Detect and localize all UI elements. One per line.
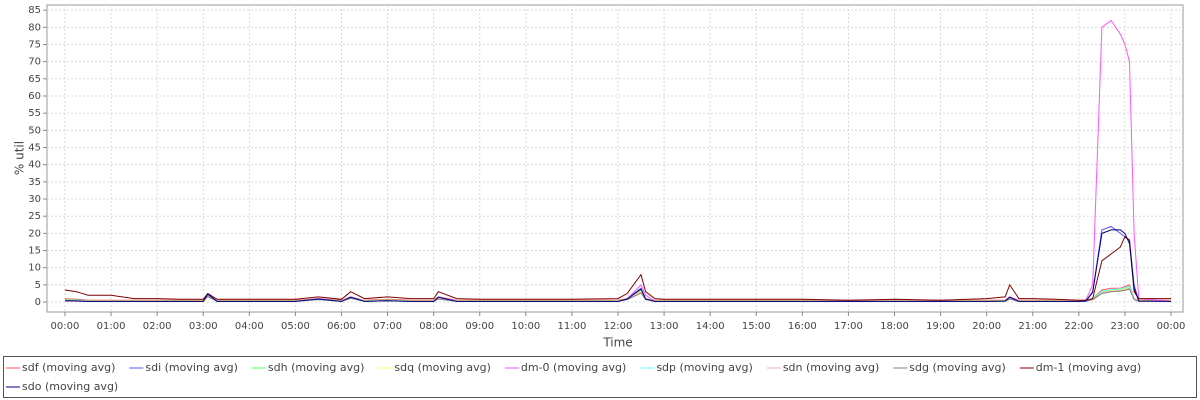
legend-label: dm-0 (moving avg) [521, 361, 626, 374]
legend-label: sdg (moving avg) [909, 361, 1005, 374]
y-tick-label: 85 [28, 5, 41, 16]
y-tick-label: 80 [28, 22, 41, 33]
legend-label: sdi (moving avg) [145, 361, 238, 374]
x-tick-label: 03:00 [189, 321, 218, 332]
y-tick-label: 65 [28, 74, 41, 85]
legend-label: sdp (moving avg) [656, 361, 752, 374]
x-tick-label: 11:00 [557, 321, 586, 332]
x-tick-label: 13:00 [650, 321, 679, 332]
y-tick-label: 50 [28, 125, 41, 136]
series-line [64, 236, 1171, 301]
x-axis-label: Time [602, 336, 632, 350]
x-tick-label: 21:00 [1018, 321, 1047, 332]
y-tick-label: 40 [28, 160, 41, 171]
y-tick-label: 15 [28, 246, 41, 257]
x-tick-label: 00:00 [51, 321, 80, 332]
y-tick-label: 55 [28, 108, 41, 119]
y-tick-label: 70 [28, 57, 41, 68]
x-tick-label: 02:00 [143, 321, 172, 332]
legend-label: sdo (moving avg) [22, 380, 118, 393]
x-tick-label: 07:00 [373, 321, 402, 332]
y-tick-label: 75 [28, 39, 41, 50]
x-tick-label: 20:00 [972, 321, 1001, 332]
legend-box [3, 356, 1197, 398]
y-tick-label: 30 [28, 194, 41, 205]
y-tick-label: 25 [28, 211, 41, 222]
y-tick-label: 5 [35, 280, 41, 291]
series-line [64, 288, 1171, 302]
x-tick-label: 23:00 [1111, 321, 1140, 332]
legend-label: sdq (moving avg) [394, 361, 490, 374]
series-line [64, 229, 1172, 302]
legend-label: dm-1 (moving avg) [1036, 361, 1141, 374]
x-tick-label: 04:00 [235, 321, 264, 332]
x-tick-label: 19:00 [926, 321, 955, 332]
x-tick-label: 15:00 [742, 321, 771, 332]
x-tick-label: 01:00 [97, 321, 126, 332]
legend-label: sdh (moving avg) [268, 361, 364, 374]
x-tick-label: 18:00 [880, 321, 909, 332]
y-tick-label: 35 [28, 177, 41, 188]
y-tick-label: 10 [28, 263, 41, 274]
x-tick-label: 08:00 [419, 321, 448, 332]
x-tick-label: 22:00 [1064, 321, 1093, 332]
x-tick-label: 05:00 [281, 321, 310, 332]
x-tick-label: 17:00 [834, 321, 863, 332]
x-tick-label: 06:00 [327, 321, 356, 332]
y-tick-label: 20 [28, 228, 41, 239]
x-tick-label: 00:00 [1157, 321, 1186, 332]
y-axis-label: % util [13, 141, 27, 175]
y-tick-label: 45 [28, 143, 41, 154]
x-tick-label: 12:00 [604, 321, 633, 332]
plot-area [46, 4, 1184, 313]
legend-label: sdn (moving avg) [783, 361, 879, 374]
x-tick-label: 16:00 [788, 321, 817, 332]
legend-label: sdf (moving avg) [22, 361, 115, 374]
x-tick-label: 10:00 [511, 321, 540, 332]
x-tick-label: 14:00 [696, 321, 725, 332]
y-tick-label: 0 [35, 297, 41, 308]
x-tick-label: 09:00 [465, 321, 494, 332]
y-tick-label: 60 [28, 91, 41, 102]
